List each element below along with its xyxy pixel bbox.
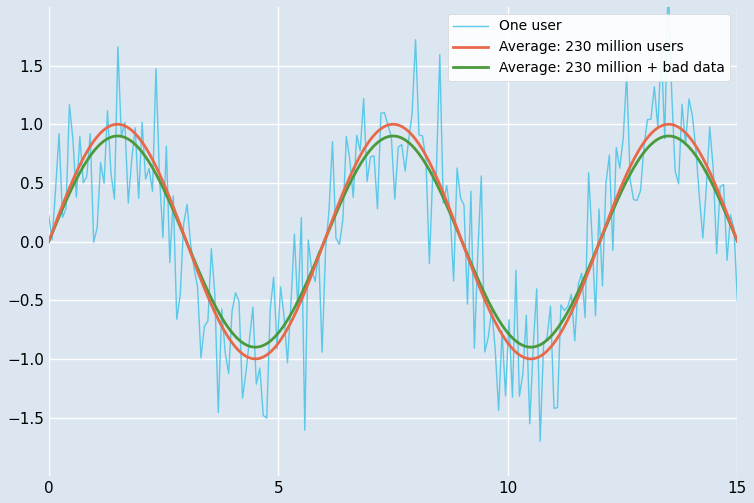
One user bbox=[44, 212, 54, 218]
Average: 230 million users: (4.5, -1): 230 million users: (4.5, -1) bbox=[251, 356, 260, 362]
One user bbox=[172, 316, 181, 322]
Line: Average: 230 million users: Average: 230 million users bbox=[49, 124, 737, 359]
Average: 230 million users: (11.7, -0.285): 230 million users: (11.7, -0.285) bbox=[583, 272, 592, 278]
Average: 230 million + bad data: (4.5, -0.9): 230 million + bad data: (4.5, -0.9) bbox=[251, 344, 260, 350]
Average: 230 million users: (15, 0.00296): 230 million users: (15, 0.00296) bbox=[733, 238, 742, 244]
Line: One user: One user bbox=[49, 0, 737, 441]
Average: 230 million + bad data: (15, 0.00267): 230 million + bad data: (15, 0.00267) bbox=[733, 238, 742, 244]
One user bbox=[228, 307, 237, 313]
Average: 230 million users: (6.1, 0.0993): 230 million users: (6.1, 0.0993) bbox=[324, 227, 333, 233]
Average: 230 million + bad data: (1.55, 0.899): 230 million + bad data: (1.55, 0.899) bbox=[115, 133, 124, 139]
Legend: One user, Average: 230 million users, Average: 230 million + bad data: One user, Average: 230 million users, Av… bbox=[448, 14, 731, 81]
Average: 230 million users: (10.3, -0.984): 230 million users: (10.3, -0.984) bbox=[519, 354, 528, 360]
Average: 230 million + bad data: (6.1, 0.0893): 230 million + bad data: (6.1, 0.0893) bbox=[324, 228, 333, 234]
One user bbox=[86, 131, 95, 137]
Average: 230 million + bad data: (0, 0): 230 million + bad data: (0, 0) bbox=[44, 238, 54, 244]
One user bbox=[705, 124, 714, 130]
Average: 230 million users: (6.64, 0.617): 230 million users: (6.64, 0.617) bbox=[349, 166, 358, 172]
Average: 230 million + bad data: (11.7, -0.256): 230 million + bad data: (11.7, -0.256) bbox=[583, 269, 592, 275]
One user bbox=[733, 299, 742, 305]
Average: 230 million users: (0, 0): 230 million users: (0, 0) bbox=[44, 238, 54, 244]
One user bbox=[535, 438, 544, 444]
Average: 230 million + bad data: (1.5, 0.9): 230 million + bad data: (1.5, 0.9) bbox=[113, 133, 122, 139]
Average: 230 million + bad data: (6.64, 0.556): 230 million + bad data: (6.64, 0.556) bbox=[349, 174, 358, 180]
Average: 230 million users: (12, -0.00551): 230 million users: (12, -0.00551) bbox=[595, 239, 604, 245]
Average: 230 million users: (1.55, 0.999): 230 million users: (1.55, 0.999) bbox=[115, 121, 124, 127]
One user bbox=[72, 194, 81, 200]
Line: Average: 230 million + bad data: Average: 230 million + bad data bbox=[49, 136, 737, 347]
Average: 230 million + bad data: (10.3, -0.886): 230 million + bad data: (10.3, -0.886) bbox=[519, 343, 528, 349]
Average: 230 million + bad data: (12, -0.00496): 230 million + bad data: (12, -0.00496) bbox=[595, 239, 604, 245]
Average: 230 million users: (1.5, 1): 230 million users: (1.5, 1) bbox=[113, 121, 122, 127]
One user bbox=[681, 141, 690, 147]
